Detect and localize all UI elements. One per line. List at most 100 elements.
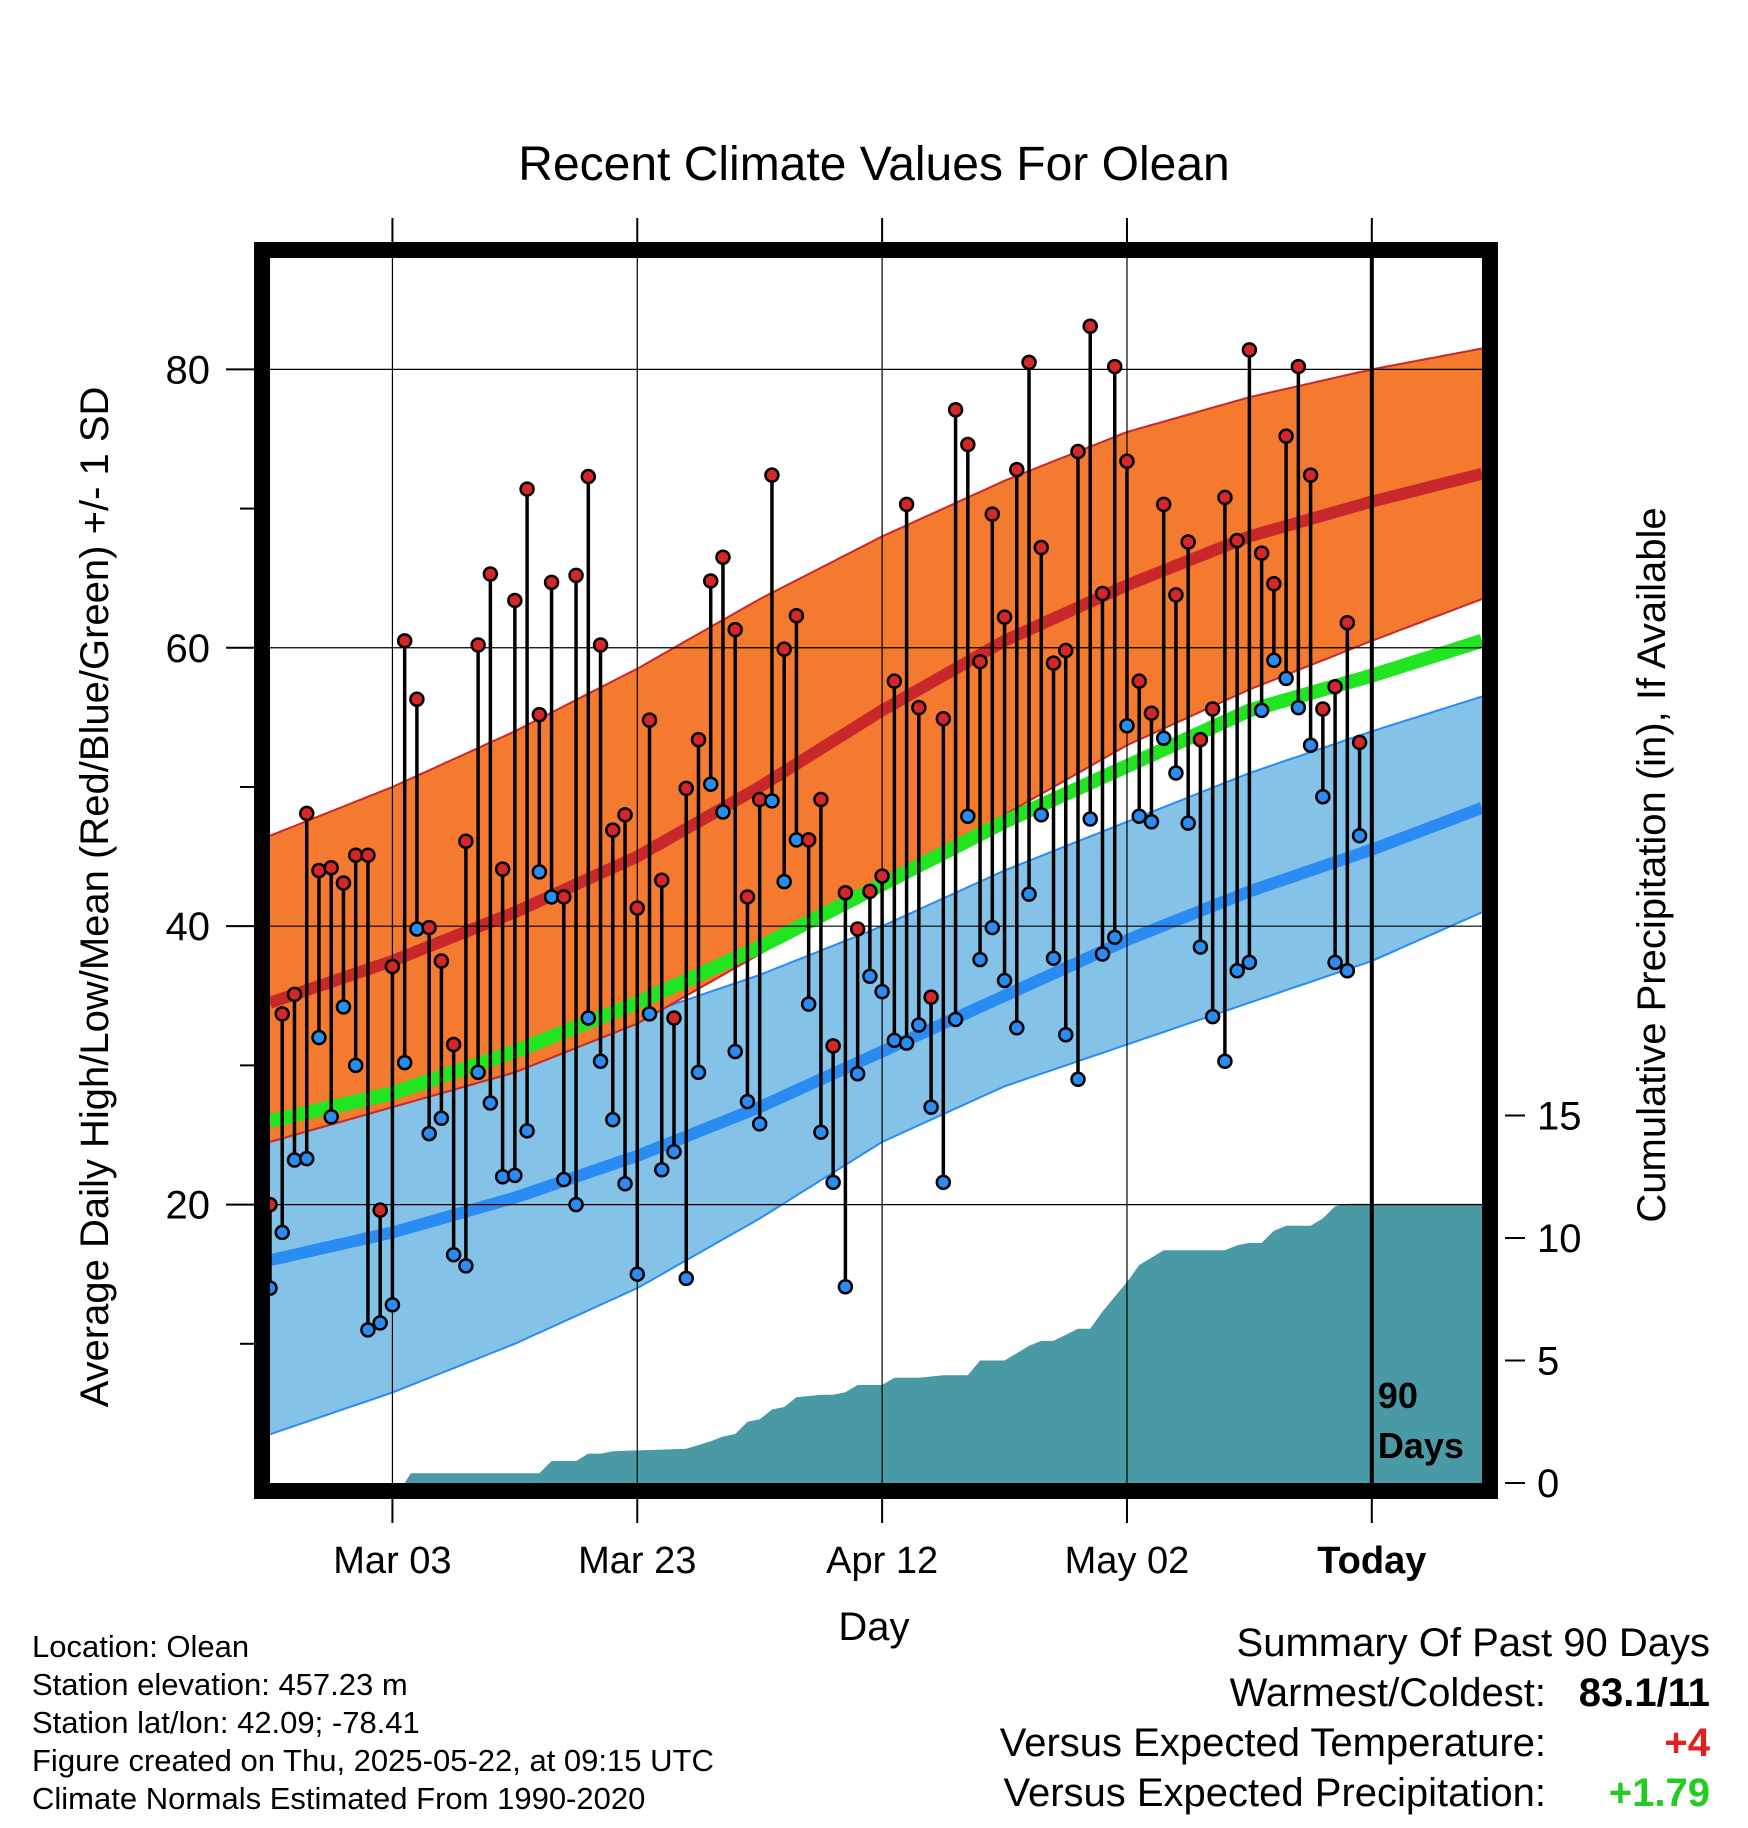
summary-heading: Summary Of Past 90 Days: [1236, 1621, 1710, 1665]
daily-high-point: [1143, 705, 1160, 721]
daily-low-point: [617, 1175, 633, 1192]
y-tick-label-left: 40: [166, 905, 211, 949]
daily-low-point: [666, 1143, 682, 1160]
daily-low-point: [519, 1123, 535, 1139]
daily-high-point: [1119, 453, 1135, 469]
daily-high-point: [935, 711, 952, 727]
daily-high-point: [874, 868, 890, 884]
daily-low-point: [727, 1043, 743, 1060]
daily-low-point: [702, 776, 719, 792]
daily-high-point: [1217, 489, 1233, 506]
daily-low-point: [972, 951, 988, 968]
daily-high-point: [886, 673, 903, 689]
daily-low-point: [1217, 1053, 1233, 1069]
summary-row-temperature: Versus Expected Temperature: +4: [1000, 1718, 1710, 1768]
daily-high-point: [1082, 318, 1098, 334]
daily-high-point: [1058, 642, 1074, 659]
daily-low-point: [335, 999, 352, 1015]
daily-high-point: [1339, 614, 1356, 631]
daily-high-point: [972, 653, 988, 670]
y-tick-label-right: 15: [1537, 1095, 1582, 1139]
today-marker-label-2: Days: [1378, 1425, 1464, 1466]
daily-high-point: [1241, 342, 1258, 358]
daily-high-point: [384, 958, 401, 975]
daily-high-point: [1302, 467, 1319, 483]
daily-low-point: [1106, 929, 1123, 946]
daily-low-point: [323, 1109, 339, 1125]
daily-low-point: [886, 1032, 903, 1049]
low-sd-lower-line: [270, 911, 1482, 1436]
daily-high-point: [507, 592, 523, 609]
daily-high-point: [911, 699, 927, 716]
daily-low-point: [825, 1174, 841, 1191]
info-latlon: Station lat/lon: 42.09; -78.41: [32, 1705, 420, 1740]
daily-low-point: [1168, 765, 1184, 781]
high-sd-upper-line: [270, 347, 1482, 837]
daily-high-point: [605, 822, 621, 838]
daily-high-point: [494, 861, 511, 877]
daily-high-point: [519, 481, 535, 497]
summary-row-warmest: Warmest/Coldest: 83.1/11: [1000, 1668, 1710, 1718]
daily-high-point: [641, 712, 658, 728]
daily-high-point: [1229, 532, 1245, 549]
low-mean-line: [270, 802, 1482, 1267]
daily-high-point: [1033, 539, 1050, 556]
daily-high-point: [1192, 731, 1209, 748]
daily-high-point: [323, 859, 339, 876]
daily-low-point: [1327, 954, 1343, 971]
daily-low-point: [592, 1053, 609, 1069]
plot-frame: [254, 242, 1498, 1499]
daily-high-point: [372, 1202, 388, 1218]
daily-high-point: [629, 900, 646, 916]
daily-low-point: [372, 1315, 388, 1331]
daily-low-point: [898, 1035, 915, 1051]
daily-low-point: [678, 1270, 694, 1287]
daily-low-point: [1180, 815, 1196, 831]
daily-high-point: [984, 506, 1001, 522]
daily-low-point: [1315, 788, 1331, 805]
info-created: Figure created on Thu, 2025-05-22, at 09…: [32, 1743, 714, 1778]
summary-value-warmest: 83.1/11: [1578, 1671, 1710, 1715]
daily-low-point: [1058, 1027, 1074, 1043]
y-axis-label-left: Average Daily High/Low/Mean (Red/Blue/Gr…: [73, 387, 117, 1408]
daily-low-point: [1119, 717, 1135, 734]
daily-low-point: [1351, 827, 1368, 844]
daily-high-point: [1290, 358, 1307, 375]
daily-high-point: [1278, 428, 1294, 444]
daily-high-point: [678, 780, 694, 797]
plot-area: [270, 258, 1482, 1483]
daily-high-point: [617, 807, 633, 823]
daily-low-point: [923, 1099, 939, 1115]
daily-low-point: [996, 972, 1013, 989]
daily-high-point: [531, 706, 548, 723]
daily-high-point: [776, 641, 792, 657]
daily-high-point: [1070, 443, 1086, 460]
daily-high-point: [360, 847, 376, 863]
daily-low-point: [470, 1064, 486, 1081]
daily-high-point: [433, 953, 450, 969]
chart-title: Recent Climate Values For Olean: [518, 138, 1229, 191]
daily-low-point: [1155, 730, 1172, 747]
daily-low-point: [1094, 946, 1111, 962]
info-location: Location: Olean: [32, 1629, 250, 1664]
daily-low-point: [739, 1093, 756, 1110]
daily-high-point: [825, 1038, 841, 1054]
y-tick-label-left: 80: [166, 348, 211, 392]
daily-high-point: [409, 691, 425, 708]
daily-high-point: [1094, 585, 1111, 602]
daily-high-point: [445, 1036, 462, 1053]
daily-low-point: [1143, 814, 1160, 830]
daily-high-point: [274, 1006, 290, 1022]
x-tick-label: Today: [1317, 1540, 1426, 1582]
daily-low-point: [274, 1224, 290, 1241]
daily-high-point: [470, 637, 486, 653]
daily-high-point: [396, 633, 413, 649]
y-tick-label-left: 60: [166, 627, 211, 671]
daily-low-point: [1241, 954, 1258, 971]
daily-low-point: [1290, 699, 1307, 716]
daily-high-point: [1351, 734, 1368, 751]
daily-high-point: [1106, 358, 1123, 375]
daily-low-point: [494, 1169, 511, 1185]
daily-low-point: [1082, 811, 1098, 827]
